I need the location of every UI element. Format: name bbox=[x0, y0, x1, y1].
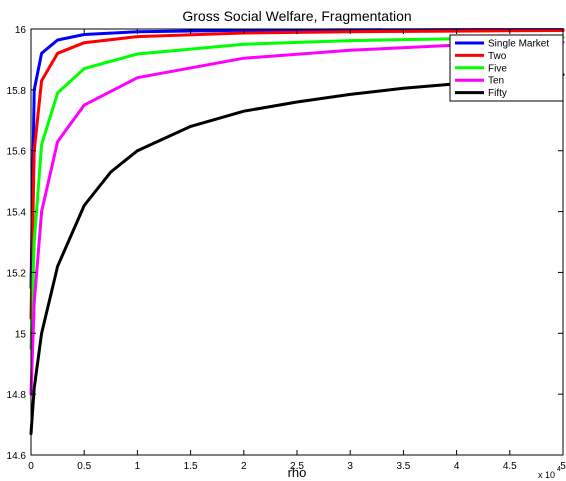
x-tick-label: 2.5 bbox=[290, 461, 304, 472]
x-tick-label: 3.5 bbox=[396, 461, 410, 472]
x-tick-label: 3 bbox=[347, 461, 353, 472]
legend-label-4: Fifty bbox=[488, 88, 507, 99]
x-axis-exponent-power: 4 bbox=[557, 466, 561, 473]
x-tick-label: 0.5 bbox=[77, 461, 91, 472]
legend-label-2: Five bbox=[488, 63, 507, 74]
x-tick-label: 0 bbox=[28, 461, 34, 472]
legend-label-3: Ten bbox=[488, 76, 504, 87]
y-tick-label: 15.6 bbox=[7, 147, 27, 158]
y-tick-label: 15 bbox=[15, 329, 27, 340]
series-line-4 bbox=[29, 73, 565, 436]
y-axis: 14.6 14.8 15 15.2 15.4 15.6 15.8 16 bbox=[7, 25, 563, 462]
legend-label-1: Two bbox=[488, 51, 507, 62]
x-axis-exponent-base: x 10 bbox=[538, 470, 555, 480]
x-axis-label: rho bbox=[288, 465, 307, 480]
x-axis: 0 0.5 1 1.5 2 2.5 3 3.5 4 4.5 5 bbox=[28, 29, 566, 472]
series-line-2 bbox=[29, 36, 565, 350]
x-axis-exponent: x 10 4 bbox=[538, 466, 561, 480]
chart-title: Gross Social Welfare, Fragmentation bbox=[182, 8, 411, 24]
y-tick-label: 15.2 bbox=[7, 268, 27, 279]
y-tick-label: 15.4 bbox=[7, 208, 27, 219]
x-tick-label: 5 bbox=[560, 461, 566, 472]
y-tick-label: 15.8 bbox=[7, 86, 27, 97]
series-line-3 bbox=[29, 40, 565, 396]
x-tick-label: 4.5 bbox=[503, 461, 517, 472]
x-tick-label: 2 bbox=[241, 461, 247, 472]
y-tick-label: 14.6 bbox=[7, 451, 27, 462]
x-tick-label: 1.5 bbox=[184, 461, 198, 472]
y-tick-label: 14.8 bbox=[7, 390, 27, 401]
legend-label-0: Single Market bbox=[488, 39, 549, 50]
x-tick-label: 4 bbox=[454, 461, 460, 472]
y-tick-label: 16 bbox=[15, 25, 27, 36]
x-tick-label: 1 bbox=[135, 461, 141, 472]
